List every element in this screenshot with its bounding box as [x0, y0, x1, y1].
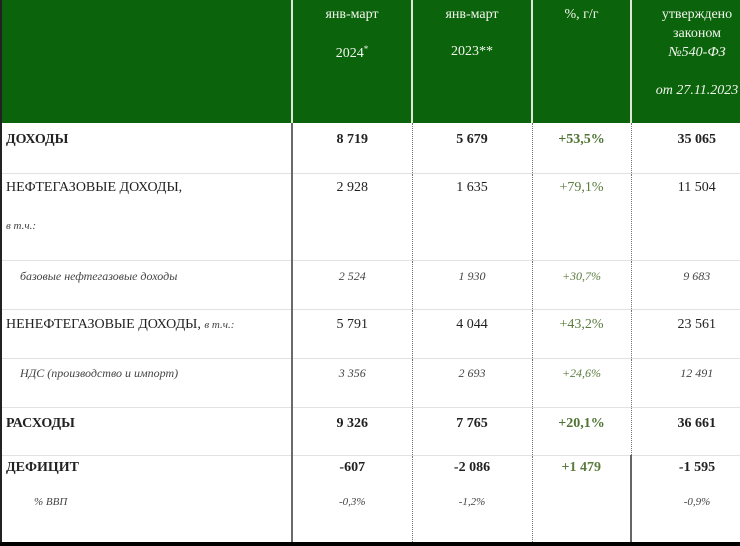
row-label: НДС (производство и импорт) — [2, 357, 293, 407]
cell-2023: 2 693 — [411, 357, 532, 407]
cell-gdp-value: -0,9% — [683, 495, 711, 508]
row-label: НЕНЕФТЕГАЗОВЫЕ ДОХОДЫ, в т.ч.: — [2, 308, 293, 358]
table-row-vat: НДС (производство и импорт) 3 356 2 693 … — [2, 357, 740, 407]
header-year-text: 2024 — [335, 45, 364, 61]
header-row: янв-март 2024* янв-март 2023** %, г/г ут… — [2, 0, 740, 123]
cell-2023: 5 679 — [411, 123, 532, 173]
row-label: НЕФТЕГАЗОВЫЕ ДОХОДЫ, в т.ч.: — [2, 172, 293, 260]
cell-value: -1 595 — [678, 459, 716, 475]
row-label-text: НДС (производство и импорт) — [20, 365, 179, 380]
cell-approved: 23 561 — [630, 308, 740, 358]
cell-gdp-value: -0,3% — [338, 495, 366, 508]
cell-2024: 2 524 — [292, 259, 412, 309]
cell-value: -2 086 — [453, 459, 491, 475]
cell-yoy: +53,5% — [531, 123, 631, 173]
cell-2023: 4 044 — [411, 308, 532, 358]
cell-yoy: +1 479 — [531, 454, 631, 542]
table-row-income: ДОХОДЫ 8 719 5 679 +53,5% 35 065 — [2, 123, 740, 173]
footnote-mark: * — [363, 43, 369, 54]
row-label: базовые нефтегазовые доходы — [2, 259, 293, 309]
cell-2023: -2 086 -1,2% — [411, 454, 532, 542]
row-sub-label-gdp: % ВВП — [34, 495, 68, 508]
cell-2023: 7 765 — [411, 406, 532, 455]
cell-yoy: +30,7% — [531, 259, 631, 309]
cell-approved: 12 491 — [630, 357, 740, 407]
cell-2024: 5 791 — [292, 308, 412, 358]
cell-gdp-value: -1,2% — [458, 495, 486, 508]
header-jan-mar-2023: янв-март 2023** — [411, 0, 532, 123]
cell-approved: 35 065 — [630, 123, 740, 173]
cell-2024: 9 326 — [292, 406, 412, 455]
bottom-edge-bar — [0, 542, 740, 546]
header-label-column — [2, 0, 292, 123]
cell-approved: 11 504 — [630, 172, 740, 260]
cell-2023: 1 930 — [411, 259, 532, 309]
row-label: РАСХОДЫ — [2, 406, 293, 455]
cell-2024: -607 -0,3% — [292, 454, 412, 542]
row-label-text: базовые нефтегазовые доходы — [20, 268, 178, 283]
cell-approved: 36 661 — [630, 406, 740, 455]
row-label-note: в т.ч.: — [6, 219, 37, 232]
cell-yoy: +24,6% — [531, 357, 631, 407]
header-jan-mar-2024: янв-март 2024* — [291, 0, 412, 123]
table-row-non-oil-gas-income: НЕНЕФТЕГАЗОВЫЕ ДОХОДЫ, в т.ч.: 5 791 4 0… — [2, 308, 740, 358]
header-year-2024: 2024* — [293, 44, 411, 63]
table-row-oil-gas-income: НЕФТЕГАЗОВЫЕ ДОХОДЫ, в т.ч.: 2 928 1 635… — [2, 172, 740, 260]
header-yoy-label: %, г/г — [564, 7, 599, 22]
header-approved-label: утверждено — [661, 7, 733, 22]
header-yoy-percent: %, г/г — [531, 0, 631, 123]
row-label: ДЕФИЦИТ % ВВП — [2, 454, 293, 542]
cell-approved: -1 595 -0,9% — [630, 454, 740, 542]
table-row-base-oil-gas-income: базовые нефтегазовые доходы 2 524 1 930 … — [2, 259, 740, 309]
cell-yoy: +43,2% — [531, 308, 631, 358]
cell-2024: 2 928 — [292, 172, 412, 260]
row-label-text: ДЕФИЦИТ — [6, 459, 80, 475]
cell-value: +1 479 — [561, 459, 601, 475]
cell-yoy: +20,1% — [531, 406, 631, 455]
header-approved-by-law: утверждено законом №540-ФЗ от 27.11.2023 — [630, 0, 740, 123]
header-period-label: янв-март — [325, 7, 379, 22]
table-row-expenses: РАСХОДЫ 9 326 7 765 +20,1% 36 661 — [2, 406, 740, 455]
row-label-text: НЕНЕФТЕГАЗОВЫЕ ДОХОДЫ, — [6, 316, 201, 332]
table-row-deficit: ДЕФИЦИТ % ВВП -607 -0,3% -2 086 -1,2% +1… — [2, 454, 740, 542]
row-label-text: НЕФТЕГАЗОВЫЕ ДОХОДЫ, — [6, 179, 183, 195]
header-law-date: от 27.11.2023 — [655, 83, 739, 99]
header-period-label: янв-март — [445, 7, 499, 22]
cell-2023: 1 635 — [411, 172, 532, 260]
row-label-note: в т.ч.: — [204, 318, 235, 331]
header-law-label: законом — [673, 25, 721, 41]
row-label: ДОХОДЫ — [2, 123, 293, 173]
cell-yoy: +79,1% — [531, 172, 631, 260]
cell-approved: 9 683 — [630, 259, 740, 309]
header-year-2023: 2023** — [451, 43, 493, 59]
cell-value: -607 — [339, 459, 366, 475]
cell-2024: 3 356 — [292, 357, 412, 407]
cell-2024: 8 719 — [336, 132, 369, 147]
header-law-number: №540-ФЗ — [668, 44, 726, 60]
